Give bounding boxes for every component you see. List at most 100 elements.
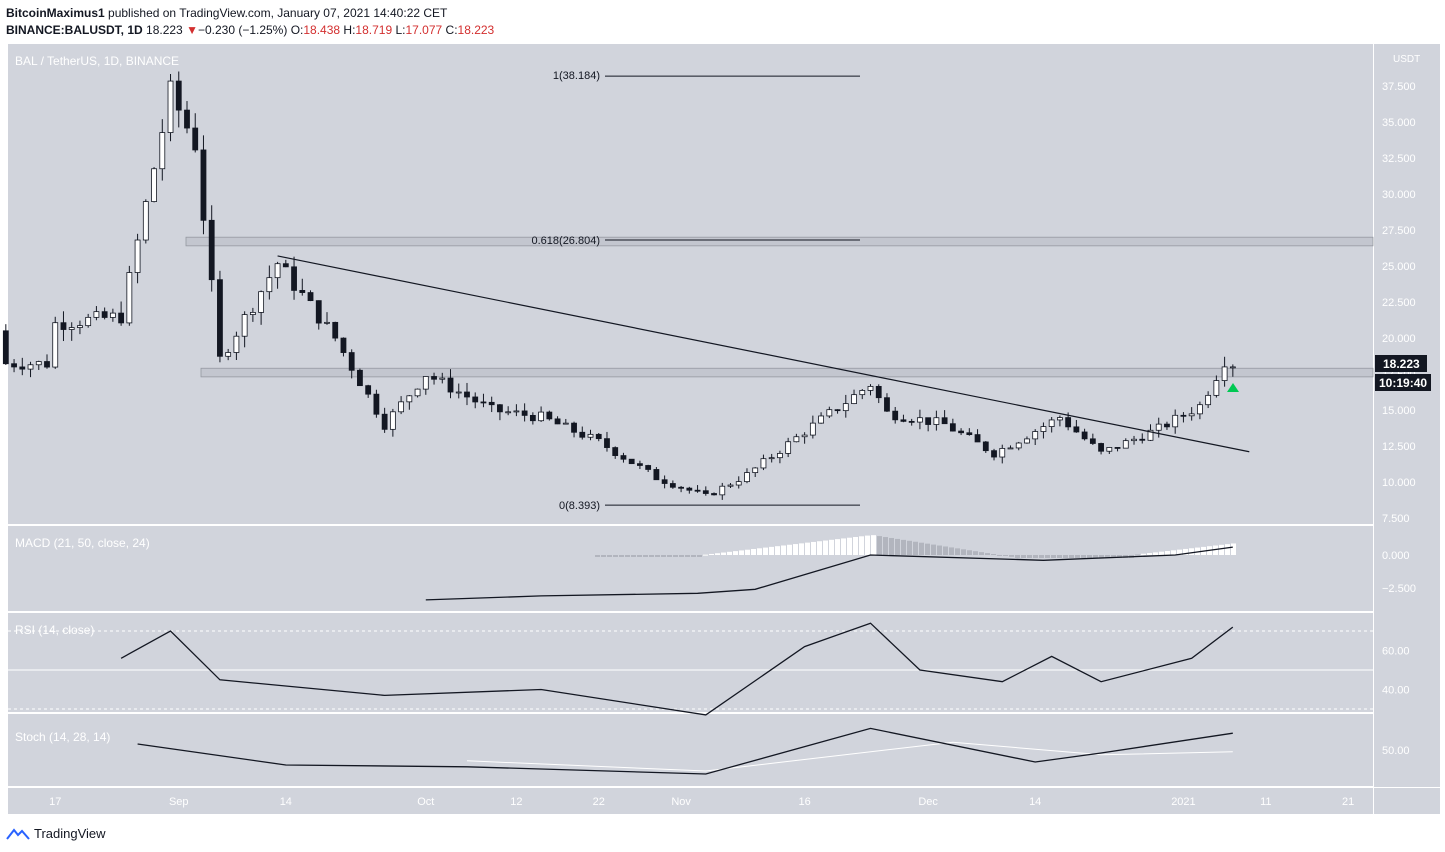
macd-histogram-bar: [655, 555, 660, 557]
candle-down: [661, 479, 668, 484]
candle-down: [579, 431, 586, 438]
macd-histogram-bar: [637, 555, 642, 557]
high-value: 18.719: [355, 23, 393, 37]
macd-histogram-bar: [829, 539, 834, 555]
macd-histogram-bar: [805, 542, 810, 555]
candle-down: [982, 441, 989, 452]
rsi-line: [120, 622, 1234, 716]
rsi-title: RSI (14, close): [15, 623, 94, 637]
macd-histogram-bar: [1009, 555, 1014, 557]
macd-histogram-bar: [601, 555, 606, 557]
candle-up: [414, 388, 421, 397]
time-tick-label: 22: [593, 796, 605, 808]
candle-up: [167, 80, 174, 133]
macd-histogram-bar: [907, 540, 912, 555]
price-axis[interactable]: [1374, 44, 1440, 814]
candle-up: [859, 390, 866, 396]
candle-down: [925, 417, 932, 425]
candle-up: [439, 377, 446, 380]
rsi-pane[interactable]: [8, 613, 1373, 712]
candle-up: [793, 436, 800, 443]
macd-histogram-bar: [1057, 555, 1062, 558]
publish-info: BitcoinMaximus1 published on TradingView…: [6, 6, 447, 20]
candle-up: [266, 277, 273, 293]
macd-histogram-bar: [919, 542, 924, 555]
candle-down: [60, 322, 67, 330]
candle-up: [933, 417, 940, 425]
candle-down: [291, 266, 297, 291]
macd-pane[interactable]: [8, 526, 1373, 611]
candle-up: [52, 322, 59, 368]
candle-down: [1089, 438, 1096, 444]
footer: TradingView: [6, 826, 106, 841]
macd-histogram-bar: [1177, 549, 1182, 555]
macd-histogram-bar: [739, 550, 744, 555]
descending-trendline[interactable]: [277, 255, 1250, 453]
price-pane[interactable]: [8, 44, 1373, 524]
candle-up: [1032, 431, 1039, 440]
macd-histogram-bar: [859, 536, 864, 555]
macd-histogram-bar: [841, 538, 846, 555]
price-tick-label: 22.500: [1382, 297, 1416, 309]
time-tick-label: Dec: [918, 796, 938, 808]
macd-histogram-bar: [721, 552, 726, 555]
countdown-badge: [1375, 374, 1431, 391]
candle-up: [27, 364, 34, 370]
tradingview-logo-icon[interactable]: [6, 827, 30, 841]
macd-histogram-bar: [1219, 544, 1224, 555]
candle-down: [208, 219, 215, 281]
price-tick-label: 32.500: [1382, 153, 1416, 165]
candle-up: [1057, 417, 1063, 421]
candle-down: [373, 393, 380, 415]
candle-down: [1098, 443, 1104, 452]
low-value: 17.077: [405, 23, 443, 37]
candle-down: [1164, 423, 1170, 428]
candle-down: [1180, 414, 1187, 417]
macd-histogram-bar: [895, 538, 900, 555]
candle-up: [109, 312, 116, 318]
candle-up: [324, 321, 330, 324]
candle-up: [587, 433, 594, 438]
stoch-title: Stoch (14, 28, 14): [15, 730, 110, 744]
time-tick-label: Sep: [169, 796, 189, 808]
macd-tick-label: 0.000: [1382, 550, 1410, 562]
candle-down: [941, 417, 948, 425]
time-tick-label: 14: [280, 796, 292, 808]
candle-up: [818, 415, 824, 424]
macd-histogram-bar: [775, 546, 780, 555]
candle-up: [735, 481, 742, 486]
candle-down: [554, 418, 561, 425]
stoch-pane[interactable]: [8, 714, 1373, 786]
macd-histogram-bar: [883, 537, 888, 555]
candle-up: [1147, 429, 1154, 441]
candle-down: [908, 420, 915, 423]
price-tick-label: 10.000: [1382, 477, 1416, 489]
candle-down: [11, 363, 17, 368]
candle-up: [93, 311, 100, 318]
change-down-icon: ▼: [186, 23, 198, 37]
high-label: H:: [343, 23, 356, 37]
macd-histogram-bar: [757, 548, 762, 555]
footer-brand[interactable]: TradingView: [34, 826, 106, 841]
time-axis[interactable]: [8, 788, 1373, 814]
candle-down: [694, 489, 701, 492]
macd-histogram-bar: [991, 554, 996, 556]
macd-histogram-bar: [703, 554, 708, 556]
macd-histogram-bar: [769, 546, 774, 555]
time-tick-label: 16: [798, 796, 810, 808]
candle-down: [192, 127, 199, 151]
macd-histogram-bar: [1147, 553, 1152, 555]
candle-up: [134, 239, 141, 273]
candle-up: [406, 395, 413, 403]
author-name[interactable]: BitcoinMaximus1: [6, 6, 105, 20]
candle-up: [249, 311, 256, 316]
candle-down: [332, 321, 339, 339]
macd-histogram-bar: [673, 555, 678, 557]
macd-histogram-bar: [1141, 553, 1146, 555]
macd-histogram-bar: [889, 537, 894, 555]
candle-down: [900, 419, 907, 422]
candle-up: [85, 316, 92, 327]
candle-down: [348, 352, 355, 371]
candle-down: [307, 292, 314, 302]
